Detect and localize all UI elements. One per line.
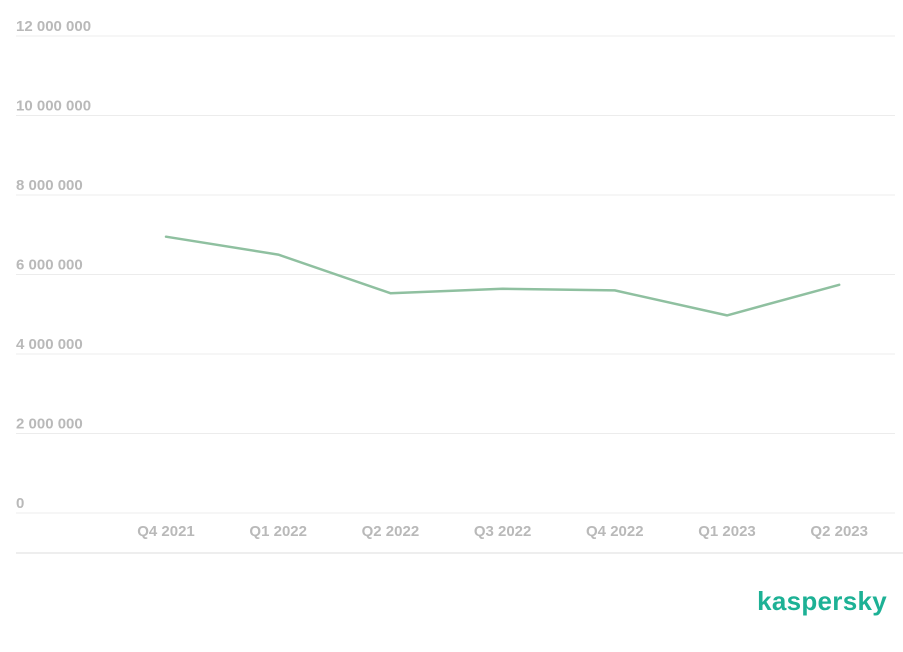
x-tick-label: Q1 2022 — [249, 523, 307, 540]
grid-lines — [16, 35, 895, 514]
x-tick-label: Q2 2023 — [810, 523, 868, 540]
y-tick-label: 4 000 000 — [16, 336, 83, 353]
x-axis-labels: Q4 2021 Q1 2022 Q2 2022 Q3 2022 Q4 2022 Q1 20… — [137, 523, 868, 540]
y-tick-label: 0 — [16, 495, 24, 512]
x-tick-label: Q4 2021 — [137, 523, 195, 540]
series-group — [164, 235, 841, 317]
y-tick-label: 2 000 000 — [16, 416, 83, 433]
y-tick-label: 10 000 000 — [16, 98, 91, 115]
y-tick-label: 12 000 000 — [16, 18, 91, 35]
y-tick-label: 6 000 000 — [16, 257, 83, 274]
x-tick-label: Q4 2022 — [586, 523, 644, 540]
x-tick-label: Q2 2022 — [362, 523, 420, 540]
x-tick-label: Q1 2023 — [698, 523, 756, 540]
series-line — [164, 235, 841, 317]
x-tick-label: Q3 2022 — [474, 523, 532, 540]
y-tick-label: 8 000 000 — [16, 177, 83, 194]
kaspersky-logo: kaspersky — [757, 586, 887, 616]
y-axis-labels: 0 2 000 000 4 000 000 6 000 000 8 000 000 10 … — [16, 18, 91, 512]
